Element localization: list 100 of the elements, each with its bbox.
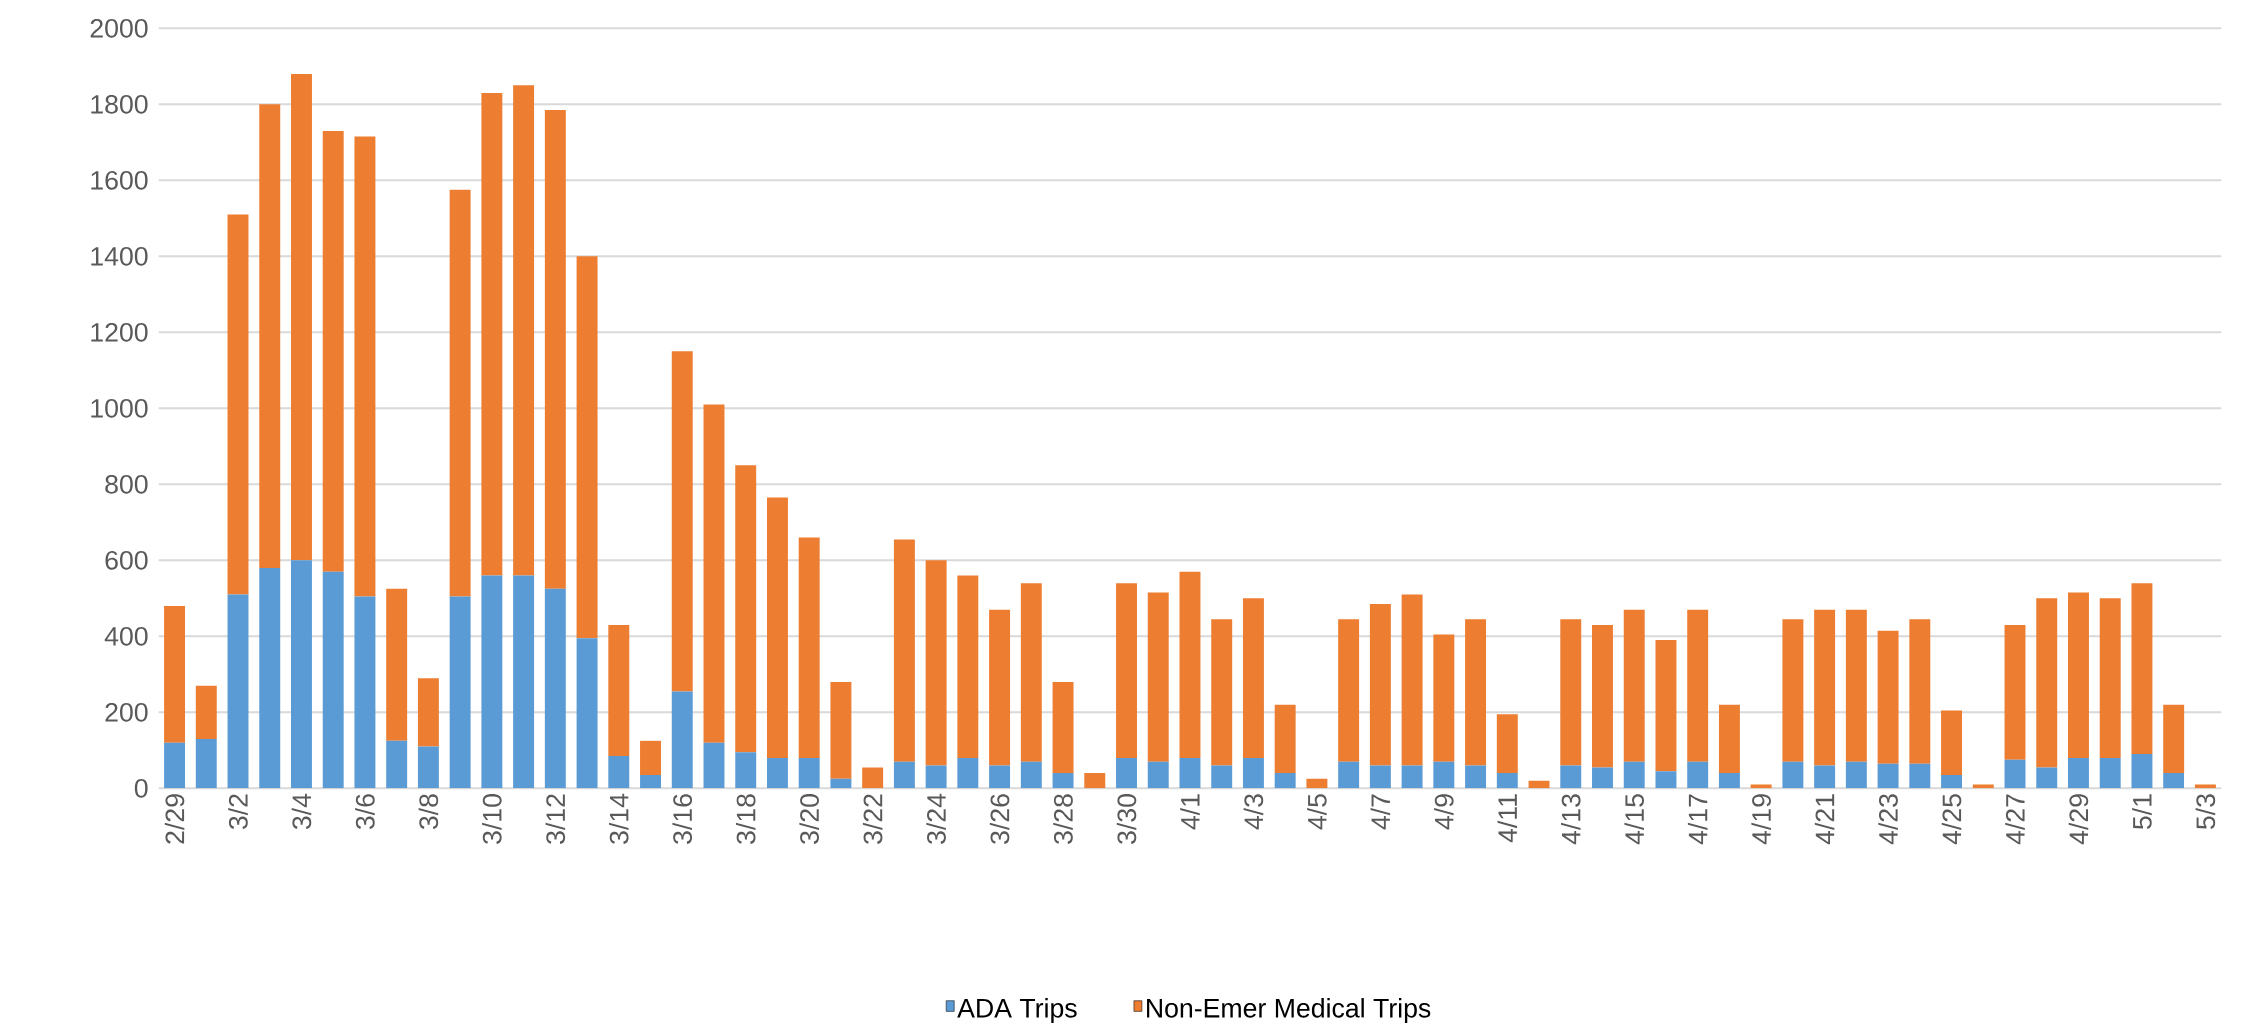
y-tick-label: 2000 [90, 18, 148, 38]
bar [830, 778, 852, 789]
bar [354, 136, 376, 597]
bar [1338, 761, 1360, 789]
bar [291, 560, 312, 789]
bar [735, 465, 757, 753]
bar [1116, 757, 1137, 789]
x-tick-label: 4/7 [1370, 794, 1391, 830]
bar [2004, 759, 2026, 789]
x-tick-label: 4/17 [1687, 794, 1708, 845]
x-tick-label: 5/1 [2132, 794, 2152, 830]
x-tick-label: 3/28 [1053, 794, 1073, 844]
bar [798, 757, 820, 789]
bar [1528, 780, 1550, 789]
bar [957, 575, 979, 758]
x-tick-label: 4/1 [1180, 794, 1200, 830]
bar [1465, 765, 1487, 789]
bar [640, 775, 661, 789]
bar [1560, 619, 1582, 766]
bar [1242, 598, 1264, 758]
bar [2004, 624, 2026, 760]
bar [1211, 619, 1233, 766]
bar [259, 567, 281, 789]
bar [1909, 619, 1931, 764]
bar [386, 588, 408, 741]
legend-label: Non-Emer Medical Trips [1147, 998, 1431, 1023]
bar [195, 685, 217, 739]
bar [227, 214, 249, 595]
bar [1845, 609, 1867, 762]
bar [291, 73, 312, 561]
bar [1401, 765, 1423, 789]
bar [1306, 778, 1328, 789]
bar [1877, 630, 1899, 764]
bar [1687, 609, 1709, 762]
bar [1274, 704, 1296, 774]
bar [1718, 704, 1740, 774]
x-tick-label: 2/29 [164, 794, 185, 844]
bar [1909, 763, 1931, 789]
legend-label: ADA Trips [957, 998, 1077, 1023]
x-tick-label: 4/21 [1814, 794, 1835, 845]
bar [2068, 757, 2089, 789]
x-tick-label: 3/12 [545, 794, 566, 844]
x-tick-label: 3/30 [1116, 794, 1137, 844]
x-tick-label: 3/18 [735, 794, 756, 844]
bar [1147, 592, 1169, 762]
bar [766, 757, 788, 789]
bar [703, 404, 725, 743]
bar [1655, 771, 1677, 789]
bar [1941, 775, 1963, 789]
bar [1052, 681, 1074, 774]
x-tick-label: 5/3 [2195, 794, 2216, 830]
bar [989, 609, 1011, 766]
y-tick-label: 1200 [91, 322, 148, 342]
x-tick-label: 3/24 [926, 793, 946, 844]
y-tick-label: 200 [105, 702, 148, 722]
bar [1211, 765, 1233, 789]
bar [2036, 767, 2058, 789]
bar [798, 537, 820, 758]
bar [2099, 757, 2121, 789]
bar [1877, 763, 1899, 789]
bar [1274, 773, 1296, 789]
y-tick-label: 0 [134, 778, 148, 798]
x-tick-label: 4/23 [1878, 794, 1898, 845]
bar [1560, 765, 1582, 789]
x-tick-label: 4/25 [1941, 794, 1962, 845]
y-tick-label: 1800 [91, 94, 148, 114]
x-tick-label: 4/19 [1751, 794, 1771, 845]
y-tick-label: 1000 [91, 398, 148, 418]
bar [1845, 761, 1867, 789]
bar [164, 605, 186, 743]
x-tick-label: 3/8 [418, 794, 439, 830]
bar [259, 104, 281, 568]
x-tick-label: 4/27 [2005, 794, 2025, 845]
bar [2036, 598, 2058, 768]
bar [1782, 619, 1804, 762]
bar [766, 497, 788, 758]
bar [671, 691, 693, 789]
bar [1592, 767, 1613, 789]
bar [1020, 761, 1042, 789]
bar [513, 85, 535, 576]
bar [608, 756, 630, 789]
bar [893, 761, 915, 789]
bar [576, 638, 598, 789]
bar [1782, 761, 1804, 789]
bar [608, 624, 630, 757]
bar [481, 92, 503, 576]
bar [1941, 710, 1963, 776]
bar [1084, 773, 1106, 789]
bar [386, 740, 408, 789]
bar [322, 571, 344, 789]
bar [417, 746, 439, 789]
bar [862, 767, 884, 789]
bar [925, 560, 947, 766]
bar [830, 681, 852, 779]
bar [1179, 571, 1201, 758]
bar [2099, 598, 2121, 758]
bar [1465, 619, 1487, 766]
x-tick-label: 3/20 [799, 794, 819, 844]
x-tick-label: 3/6 [355, 794, 375, 830]
bar [1814, 765, 1836, 789]
